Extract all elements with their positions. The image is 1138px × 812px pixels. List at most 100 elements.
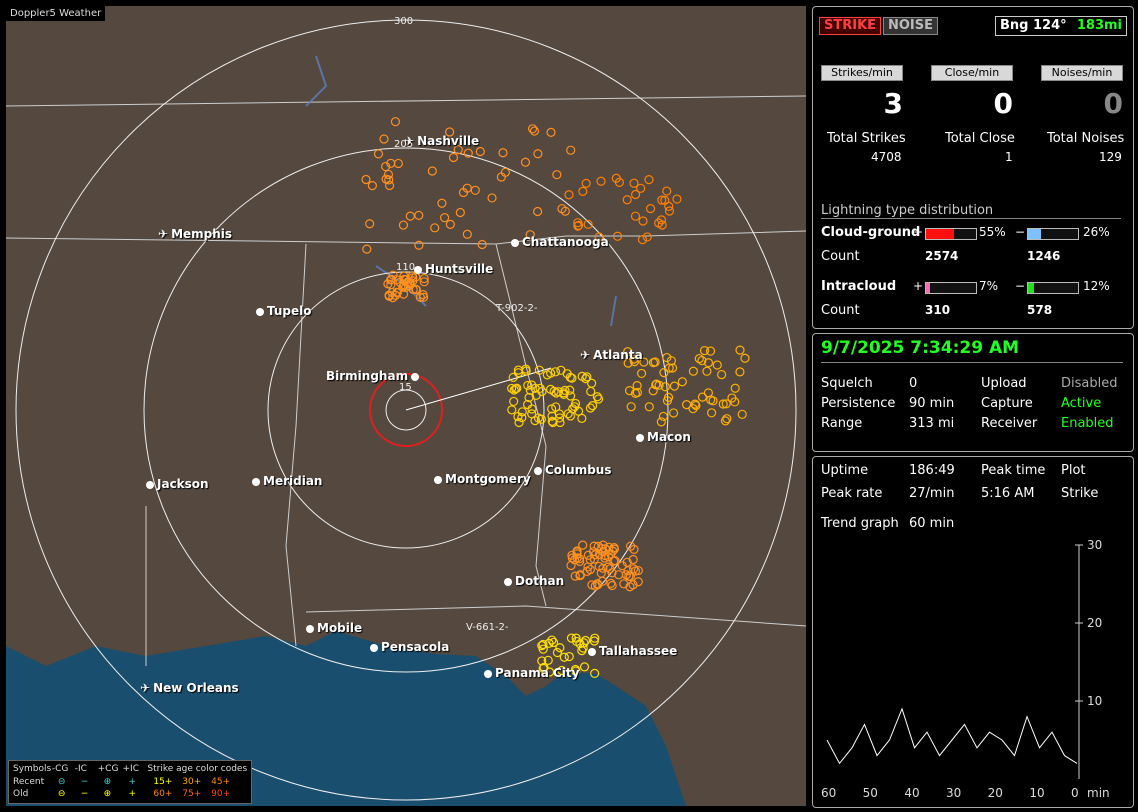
trend-value[interactable]: 60 min [909, 516, 955, 531]
strike-marker [664, 363, 674, 373]
strike-marker [703, 358, 714, 368]
strike-marker [644, 402, 654, 412]
receiver-value[interactable]: Enabled [1061, 416, 1114, 431]
strike-marker [575, 570, 585, 580]
peak-rate-label: Peak rate [821, 486, 883, 501]
strike-marker [585, 564, 595, 575]
strike-marker [523, 380, 533, 391]
x-tick-label: 40 [904, 786, 919, 800]
strike-marker [730, 397, 740, 407]
strike-marker [550, 367, 561, 377]
strike-marker [720, 416, 731, 426]
strike-marker [547, 635, 557, 645]
strike-marker [477, 239, 487, 250]
strike-marker [566, 633, 577, 643]
strike-marker [383, 169, 394, 180]
strike-marker [437, 198, 447, 208]
strike-marker [590, 668, 600, 679]
strike-marker [638, 216, 648, 226]
lightning-map[interactable]: Doppler5 Weather ✈ Nashville ✈ Memphis Chatt… [6, 6, 806, 806]
range-ring-110 [267, 271, 545, 549]
storm-track-label[interactable]: V-661-2- [466, 622, 509, 633]
strike-marker [520, 157, 531, 167]
ic-minus-sign: − [1015, 279, 1026, 293]
city-dot-icon [484, 669, 492, 678]
strike-marker [630, 211, 641, 221]
bearing-value: Bng 124° [1000, 18, 1067, 33]
strike-marker [386, 158, 396, 168]
strike-marker [384, 291, 394, 301]
strike-marker [694, 353, 704, 364]
strike-marker [570, 398, 581, 409]
strike-marker [365, 219, 375, 229]
strike-marker [571, 633, 581, 643]
city-label: Dothan [504, 574, 564, 588]
city-label: ✈ New Orleans [140, 681, 239, 695]
strike-marker [381, 174, 391, 184]
strike-marker [633, 565, 643, 576]
range-value[interactable]: 313 mi [909, 416, 955, 431]
strike-marker [565, 391, 576, 401]
strike-marker [578, 540, 588, 550]
strike-marker [699, 345, 710, 356]
x-tick-label: 50 [863, 786, 878, 800]
strike-marker [414, 210, 424, 220]
strike-marker [651, 380, 661, 390]
strike-marker [654, 218, 664, 228]
strike-marker [533, 149, 543, 159]
cg-positive-pct: 55% [979, 225, 1006, 239]
strike-marker [660, 382, 670, 392]
stats-panel: Uptime 186:49 Peak time Plot Peak rate 2… [812, 456, 1134, 808]
strike-marker [462, 229, 472, 239]
strike-marker [656, 417, 666, 427]
legend-plus-cg-icon: ⊕ [103, 789, 112, 799]
city-dot-icon [256, 307, 264, 316]
strike-marker [642, 232, 652, 242]
strike-marker [583, 562, 593, 572]
strike-marker [633, 577, 643, 587]
plot-value[interactable]: Strike [1061, 486, 1099, 501]
strike-marker [470, 185, 480, 195]
storm-track-label[interactable]: T-902-2- [496, 303, 538, 314]
upload-value[interactable]: Disabled [1061, 376, 1118, 391]
strike-marker [529, 126, 540, 136]
strike-marker [525, 230, 535, 240]
cg-negative-bar [1027, 228, 1079, 240]
map-legend: Symbols -CG -IC +CG +IC Strike age color… [8, 760, 252, 804]
y-tick-label: 10 [1087, 694, 1102, 708]
strike-marker [534, 365, 544, 375]
strike-marker [625, 541, 636, 551]
strike-marker [419, 273, 429, 284]
strike-marker [622, 195, 632, 205]
strike-marker [581, 374, 591, 384]
noise-tab[interactable]: NOISE [883, 17, 939, 35]
strike-marker [662, 352, 672, 363]
persistence-value[interactable]: 90 min [909, 396, 955, 411]
strike-marker [381, 161, 391, 172]
squelch-value[interactable]: 0 [909, 376, 918, 391]
cg-negative-pct: 26% [1083, 225, 1110, 239]
close-range-ring [369, 373, 443, 447]
strike-marker [573, 221, 583, 231]
strike-marker [514, 417, 524, 428]
total-close-label: Total Close [945, 131, 1015, 146]
y-tick-label: 20 [1087, 616, 1102, 630]
ic-plus-sign: + [913, 279, 924, 293]
city-label: Mobile [306, 621, 362, 635]
city-name: Meridian [263, 474, 323, 488]
capture-value[interactable]: Active [1061, 396, 1102, 411]
strike-marker [581, 178, 591, 189]
strikes-per-min-header: Strikes/min [821, 65, 903, 81]
legend-minus-ic-icon: − [80, 789, 89, 799]
city-label: Montgomery [434, 472, 531, 486]
close-per-min-header: Close/min [931, 65, 1013, 81]
strike-marker [391, 275, 402, 285]
peak-rate-value: 27/min [909, 486, 955, 501]
persistence-label: Persistence [821, 396, 896, 411]
strike-marker [507, 383, 517, 394]
strike-marker [393, 158, 403, 169]
strike-marker [551, 402, 561, 412]
strike-tab[interactable]: STRIKE [819, 17, 882, 35]
city-name: Mobile [317, 621, 363, 635]
total-strikes-label: Total Strikes [827, 131, 906, 146]
